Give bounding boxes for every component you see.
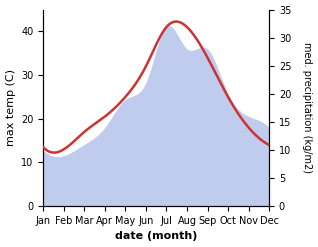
- X-axis label: date (month): date (month): [115, 231, 197, 242]
- Y-axis label: max temp (C): max temp (C): [5, 69, 16, 146]
- Y-axis label: med. precipitation (kg/m2): med. precipitation (kg/m2): [302, 42, 313, 173]
